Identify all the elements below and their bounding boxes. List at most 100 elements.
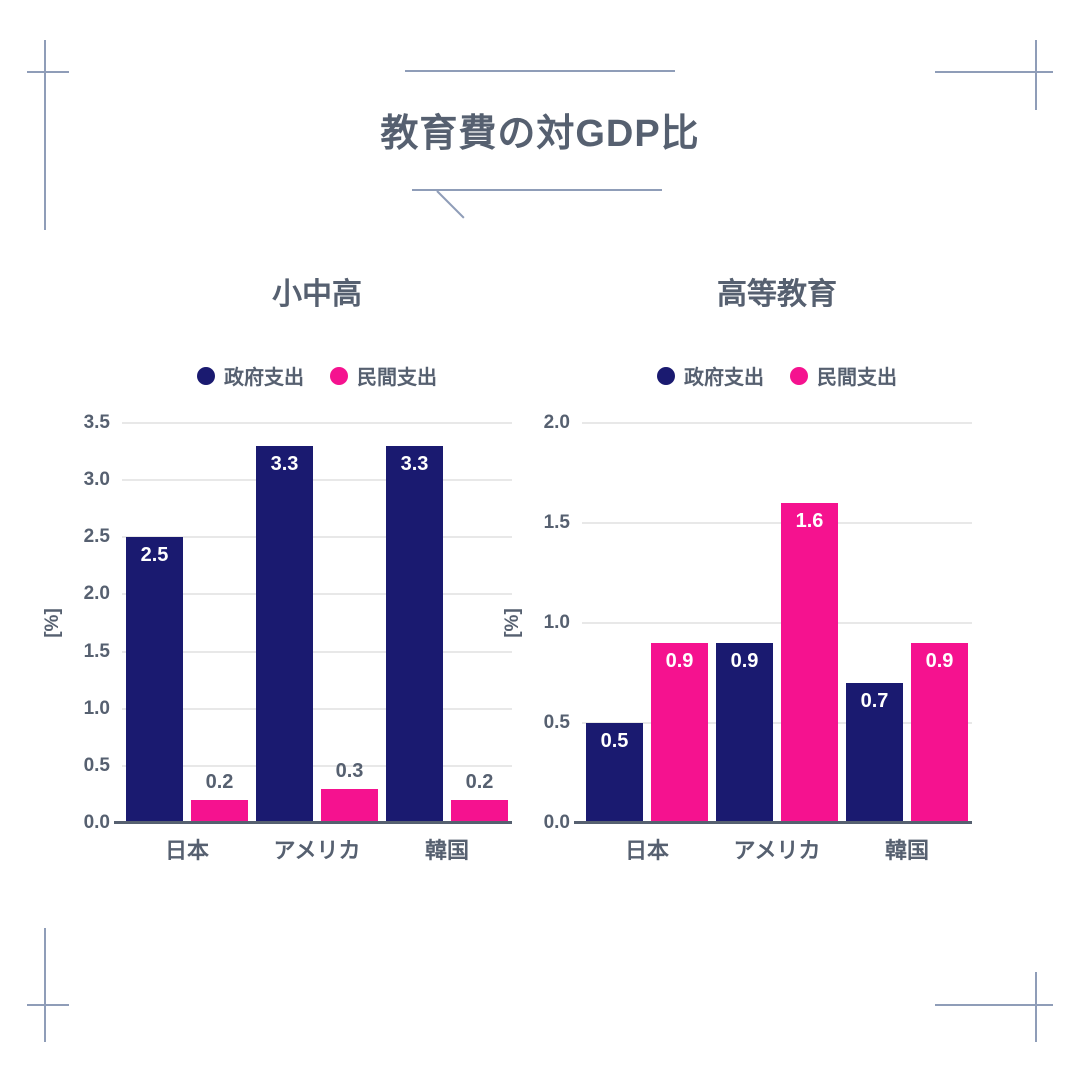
plot-area: 0.5 0.9 0.9 1.6 0.7 0.9 xyxy=(574,422,972,824)
y-tick-label: 0.0 xyxy=(543,812,570,833)
x-category-label: 日本 xyxy=(624,838,669,863)
gridline xyxy=(122,764,512,767)
gridline xyxy=(122,707,512,710)
y-axis-label-cell: [%] xyxy=(40,423,66,823)
y-tick-label: 1.5 xyxy=(83,640,110,662)
chart-body: [%] 0.0 0.5 1.0 1.5 2.0 2.5 3.0 3.5 2.5 0.2 3.3 0.… xyxy=(40,412,512,871)
crop-mark-top-left-horizontal xyxy=(27,71,69,73)
bar-group: 0.9 1.6 xyxy=(712,503,842,823)
y-tick-label: 2.0 xyxy=(543,412,570,433)
bar-government: 3.3 xyxy=(256,445,313,823)
gridline xyxy=(122,479,512,482)
government-dot-icon xyxy=(657,366,675,385)
chart-body: [%] 0.0 0.5 1.0 1.5 2.0 0.5 0.9 0.9 1.6 0.7 0.9 日… xyxy=(500,412,972,871)
government-dot-icon xyxy=(197,366,215,385)
x-category-label: アメリカ xyxy=(733,838,821,863)
bar-group: 2.5 0.2 xyxy=(122,537,252,823)
x-axis-line xyxy=(114,821,512,824)
private-dot-icon xyxy=(790,366,808,385)
bar-group: 3.3 0.3 xyxy=(252,445,382,823)
legend-item-government: 政府支出 xyxy=(197,361,304,390)
bar-value-label: 3.3 xyxy=(270,452,299,475)
gridlines xyxy=(122,422,512,823)
bar-groups: 2.5 0.2 3.3 0.3 3.3 0.2 xyxy=(122,423,512,823)
y-tick-label: 3.0 xyxy=(83,469,110,491)
legend-item-private: 民間支出 xyxy=(790,361,897,390)
legend-label-private: 民間支出 xyxy=(357,367,437,389)
x-labels: 日本 アメリカ 韓国 xyxy=(122,823,512,871)
y-tick-label: 0.5 xyxy=(83,754,110,776)
x-category-label: 韓国 xyxy=(884,838,929,863)
bar-value-label: 0.3 xyxy=(335,759,364,782)
crop-mark-top-left-vertical xyxy=(44,40,46,230)
title-slash-mark xyxy=(436,190,465,219)
y-tick-label: 0.5 xyxy=(543,712,570,733)
bar-value-label: 0.9 xyxy=(730,650,759,672)
bar-groups: 0.5 0.9 0.9 1.6 0.7 0.9 xyxy=(582,423,972,823)
x-labels: 日本 アメリカ 韓国 xyxy=(582,823,972,871)
crop-mark-top-right-vertical xyxy=(1035,40,1037,110)
bar-private: 0.2 xyxy=(451,771,508,823)
bar-private: 0.9 xyxy=(651,643,708,823)
title-top-rule xyxy=(405,70,675,72)
legend-item-private: 民間支出 xyxy=(330,361,437,390)
y-tick-label: 1.0 xyxy=(83,697,110,719)
bar-value-label: 0.5 xyxy=(600,730,629,752)
x-category-label: 韓国 xyxy=(424,838,469,863)
gridlines xyxy=(582,422,972,823)
y-axis-label-cell: [%] xyxy=(500,423,526,823)
crop-mark-bottom-right-vertical xyxy=(1035,972,1037,1042)
crop-mark-bottom-right-horizontal xyxy=(935,1004,1053,1006)
y-axis-label: [%] xyxy=(502,608,523,638)
y-tick-label: 0.0 xyxy=(83,812,110,833)
chart-panel-higher-education: 高等教育 政府支出 民間支出 [%] 0.0 0.5 1.0 1.5 2.0 0.5 0.… xyxy=(500,255,972,915)
crop-mark-bottom-left-horizontal xyxy=(27,1004,69,1006)
bar-value-label: 2.5 xyxy=(140,544,169,567)
gridline xyxy=(122,593,512,596)
gridline xyxy=(582,722,972,724)
bar-value-label: 0.2 xyxy=(465,771,494,794)
bar-value-label: 0.7 xyxy=(860,690,889,712)
gridline xyxy=(582,422,972,424)
bar-value-label: 0.9 xyxy=(665,650,694,672)
gridline xyxy=(122,422,512,424)
x-category-label: 日本 xyxy=(164,838,209,863)
private-dot-icon xyxy=(330,366,348,385)
bar-group: 0.5 0.9 xyxy=(582,643,712,823)
bar-government: 3.3 xyxy=(386,445,443,823)
legend-label-private: 民間支出 xyxy=(817,367,897,389)
bar-value-label: 1.6 xyxy=(795,510,824,532)
gridline xyxy=(582,522,972,524)
bar-group: 3.3 0.2 xyxy=(382,445,512,823)
chart-title: 高等教育 xyxy=(717,278,837,311)
bar-group: 0.7 0.9 xyxy=(842,643,972,823)
crop-mark-top-right-horizontal xyxy=(935,71,1053,73)
gridline xyxy=(122,650,512,653)
plot-area: 2.5 0.2 3.3 0.3 3.3 0.2 xyxy=(114,422,512,824)
legend-item-government: 政府支出 xyxy=(657,361,764,390)
bar-value-label: 0.9 xyxy=(925,650,954,672)
x-axis-line xyxy=(574,821,972,824)
legend-label-government: 政府支出 xyxy=(224,367,304,389)
bar-private: 1.6 xyxy=(781,503,838,823)
bar-private: 0.9 xyxy=(911,643,968,823)
y-tick-label: 2.0 xyxy=(83,583,110,605)
crop-mark-bottom-left-vertical xyxy=(44,928,46,1042)
bar-government: 0.5 xyxy=(586,723,643,823)
bar-value-label: 3.3 xyxy=(400,452,429,475)
x-category-label: アメリカ xyxy=(273,838,361,863)
y-tick-label: 1.0 xyxy=(543,612,570,633)
bar-government: 0.7 xyxy=(846,683,903,823)
chart-legend: 政府支出 民間支出 xyxy=(122,361,512,390)
bar-value-label: 0.2 xyxy=(205,771,234,794)
bar-government: 0.9 xyxy=(716,643,773,823)
gridline xyxy=(582,622,972,624)
bar-government: 2.5 xyxy=(126,537,183,823)
y-axis-label: [%] xyxy=(42,608,63,638)
bar-private: 0.3 xyxy=(321,760,378,823)
bar-private: 0.2 xyxy=(191,771,248,823)
chart-panel-elementary-secondary: 小中高 政府支出 民間支出 [%] 0.0 0.5 1.0 1.5 2.0 2.5 3.0 3… xyxy=(40,255,512,915)
title-bottom-rule xyxy=(412,189,662,191)
y-tick-label: 3.5 xyxy=(83,412,110,433)
